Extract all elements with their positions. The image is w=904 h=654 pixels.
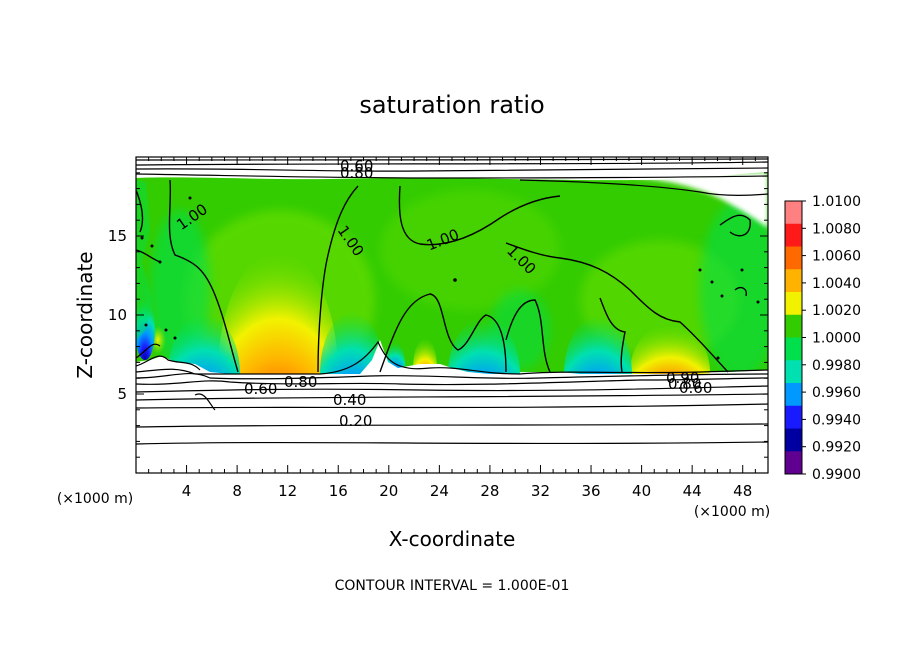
contour-label: 0.20: [339, 412, 372, 430]
x-axis-label: X-coordinate: [389, 527, 516, 551]
contour-label: 0.60: [679, 379, 712, 397]
colorbar: 1.0100 1.0080 1.0060 1.0040 1.0020 1.0000 0.99…: [784, 194, 861, 483]
colorbar-label: 1.0040: [812, 276, 861, 292]
colorbar-label: 1.0060: [812, 249, 861, 265]
colorbar-label: 1.0020: [812, 303, 861, 319]
x-tick-label: 20: [379, 482, 398, 500]
drier-patch: [700, 200, 768, 380]
y-tick-label: 15: [108, 227, 127, 245]
colorbar-label: 0.9920: [812, 440, 861, 456]
x-tick-label: 24: [430, 482, 449, 500]
colorbar-swatch: [785, 269, 802, 293]
colorbar-label: 1.0000: [812, 331, 861, 347]
contour-label: 0.60: [340, 157, 373, 175]
colorbar-swatch: [785, 314, 802, 338]
colorbar-swatch: [785, 201, 802, 225]
colorbar-label: 1.0100: [812, 194, 861, 210]
chart-title: saturation ratio: [359, 91, 544, 119]
colorbar-swatch: [785, 405, 802, 429]
x-unit-label: (×1000 m): [694, 504, 770, 520]
contour-label: 0.80: [340, 164, 373, 182]
x-tick-label: 4: [182, 482, 192, 500]
colorbar-label: 0.9940: [812, 412, 861, 428]
colorbar-swatch: [785, 223, 802, 247]
contour-interval-note: CONTOUR INTERVAL = 1.000E-01: [335, 578, 570, 594]
contour-label: 0.80: [284, 373, 317, 391]
colorbar-swatch: [785, 451, 802, 475]
green-patch: [380, 190, 560, 310]
colorbar-label: 0.9960: [812, 385, 861, 401]
x-tick-label: 36: [581, 482, 600, 500]
plot-field: 1.00 1.00 1.00 1.00 0.80 0.60 0.40 0.20 …: [136, 157, 768, 473]
upper-contours: [136, 158, 768, 196]
colorbar-swatch: [785, 360, 802, 384]
z-unit-label: (×1000 m): [57, 491, 133, 507]
colorbar-label: 0.9900: [812, 467, 861, 483]
unsaturated-lower: [136, 340, 768, 473]
colorbar-swatch: [785, 292, 802, 316]
x-tick-label: 28: [480, 482, 499, 500]
contour-label: 0.90: [666, 369, 699, 387]
x-tick-label: 48: [733, 482, 752, 500]
contour-label: 0.60: [244, 380, 277, 398]
x-tick-label: 8: [232, 482, 242, 500]
y-tick-label: 5: [117, 385, 127, 403]
contour-label: 0.80: [668, 375, 701, 393]
colorbar-swatch: [785, 246, 802, 270]
x-tick-label: 12: [278, 482, 297, 500]
colorbar-label: 1.0080: [812, 221, 861, 237]
colorbar-swatch: [785, 337, 802, 361]
unity-contours: [136, 179, 751, 373]
colorbar-swatch: [785, 383, 802, 407]
x-tick-label: 40: [632, 482, 651, 500]
x-tick-label: 44: [683, 482, 702, 500]
x-tick-label: 16: [329, 482, 348, 500]
colorbar-label: 0.9980: [812, 358, 861, 374]
y-axis-label: Z-coordinate: [73, 251, 97, 378]
contour-label: 0.40: [333, 391, 366, 409]
edge-speckles: [140, 196, 760, 360]
unsaturated-top: [136, 157, 768, 181]
colorbar-swatch: [785, 428, 802, 452]
contour-labels: 1.00 1.00 1.00 1.00 0.80 0.60 0.40 0.20 …: [173, 157, 712, 430]
lower-contours: [136, 340, 768, 445]
y-tick-label: 10: [108, 306, 127, 324]
x-tick-label: 32: [531, 482, 550, 500]
unsaturated-top-right: [620, 172, 768, 228]
